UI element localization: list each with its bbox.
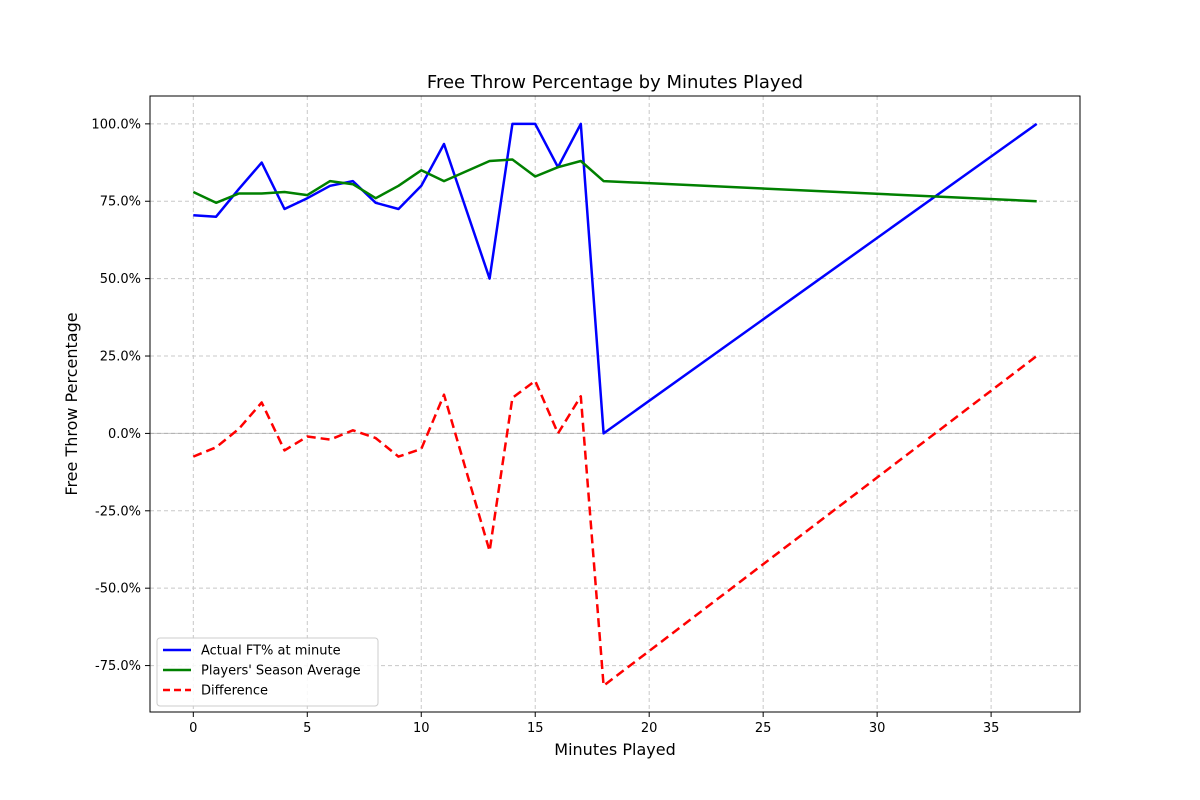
y-axis-label: Free Throw Percentage bbox=[62, 312, 81, 495]
y-tick-label: -50.0% bbox=[95, 582, 141, 597]
y-tick-label: 75.0% bbox=[100, 195, 141, 210]
y-tick-label: 100.0% bbox=[91, 117, 141, 132]
grid bbox=[150, 96, 1080, 712]
legend: Actual FT% at minute Players' Season Aver… bbox=[156, 637, 379, 707]
series-lines bbox=[192, 122, 1038, 687]
x-axis-ticks: 0 5 10 15 20 25 30 35 bbox=[189, 712, 999, 736]
x-axis-label: Minutes Played bbox=[554, 740, 675, 759]
legend-box bbox=[156, 637, 379, 707]
x-tick-label: 10 bbox=[413, 721, 430, 736]
x-tick-label: 25 bbox=[755, 721, 772, 736]
plot-frame bbox=[149, 95, 1081, 713]
x-tick-label: 5 bbox=[303, 721, 311, 736]
series-line-1 bbox=[192, 158, 1037, 205]
x-tick-label: 30 bbox=[869, 721, 886, 736]
x-tick-label: 35 bbox=[983, 721, 1000, 736]
legend-label: Difference bbox=[201, 684, 268, 699]
y-tick-label: -25.0% bbox=[95, 504, 141, 519]
x-tick-label: 20 bbox=[641, 721, 658, 736]
x-tick-label: 0 bbox=[189, 721, 197, 736]
chart-title: Free Throw Percentage by Minutes Played bbox=[427, 72, 803, 93]
y-axis-ticks: -75.0% -50.0% -25.0% 0.0% 25.0% 50.0% 75.0% 100… bbox=[91, 117, 150, 674]
y-tick-label: 0.0% bbox=[108, 427, 141, 442]
legend-label: Players' Season Average bbox=[201, 664, 361, 679]
legend-label: Actual FT% at minute bbox=[201, 644, 341, 659]
y-tick-label: 25.0% bbox=[100, 350, 141, 365]
y-tick-label: 50.0% bbox=[100, 272, 141, 287]
x-tick-label: 15 bbox=[527, 721, 544, 736]
series-line-2 bbox=[192, 355, 1038, 687]
y-tick-label: -75.0% bbox=[95, 659, 141, 674]
